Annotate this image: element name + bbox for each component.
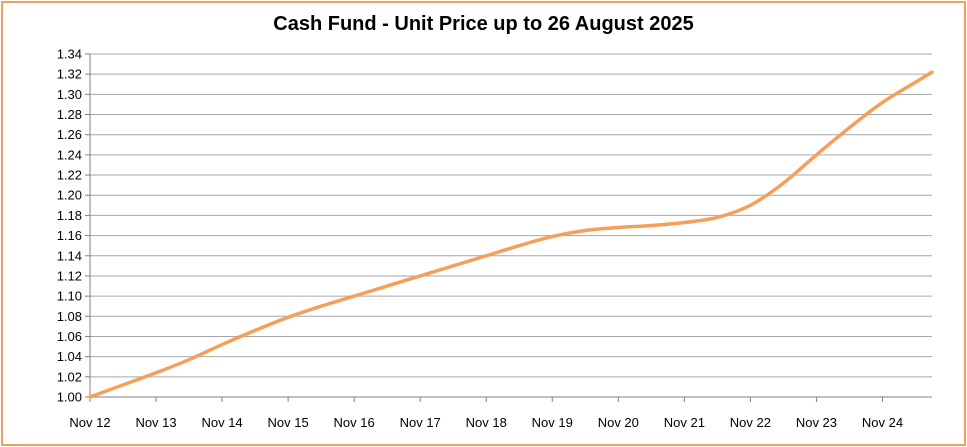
- x-tick-label: Nov 23: [796, 415, 837, 430]
- x-tick-label: Nov 24: [862, 415, 903, 430]
- y-axis: 1.00 1.02 1.04 1.06 1.08 1.10 1.12 1.14 1.16 1.18…: [57, 47, 91, 405]
- x-tick-label: Nov 17: [400, 415, 441, 430]
- x-tick-label: Nov 20: [598, 415, 639, 430]
- y-tick-label: 1.26: [57, 127, 82, 142]
- y-tick-label: 1.34: [57, 47, 82, 62]
- y-tick-label: 1.10: [57, 289, 82, 304]
- x-tick-label: Nov 21: [664, 415, 705, 430]
- series-lines: [88, 70, 934, 399]
- y-tick-label: 1.18: [57, 208, 82, 223]
- y-tick-label: 1.30: [57, 87, 82, 102]
- chart-title: Cash Fund - Unit Price up to 26 August 2…: [273, 13, 694, 35]
- x-tick-label: Nov 22: [730, 415, 771, 430]
- y-tick-label: 1.16: [57, 228, 82, 243]
- y-tick-label: 1.24: [57, 147, 82, 162]
- x-tick-label: Nov 19: [532, 415, 573, 430]
- y-tick-label: 1.14: [57, 248, 82, 263]
- y-tick-label: 1.12: [57, 268, 82, 283]
- gridlines: [90, 53, 932, 398]
- y-tick-label: 1.08: [57, 309, 82, 324]
- series-line: [88, 70, 934, 399]
- x-tick-label: Nov 13: [135, 415, 176, 430]
- x-tick-label: Nov 16: [334, 415, 375, 430]
- y-tick-label: 1.28: [57, 107, 82, 122]
- x-tick-label: Nov 12: [69, 415, 110, 430]
- y-tick-label: 1.06: [57, 329, 82, 344]
- y-tick-label: 1.00: [57, 390, 82, 405]
- y-tick-label: 1.32: [57, 67, 82, 82]
- y-tick-label: 1.20: [57, 188, 82, 203]
- y-tick-label: 1.02: [57, 369, 82, 384]
- y-tick-label: 1.22: [57, 168, 82, 183]
- x-tick-label: Nov 15: [268, 415, 309, 430]
- x-axis: Nov 12 Nov 13 Nov 14 Nov 15 Nov 16 Nov 17 Nov …: [69, 397, 903, 430]
- x-tick-label: Nov 14: [201, 415, 242, 430]
- x-tick-label: Nov 18: [466, 415, 507, 430]
- y-tick-label: 1.04: [57, 349, 82, 364]
